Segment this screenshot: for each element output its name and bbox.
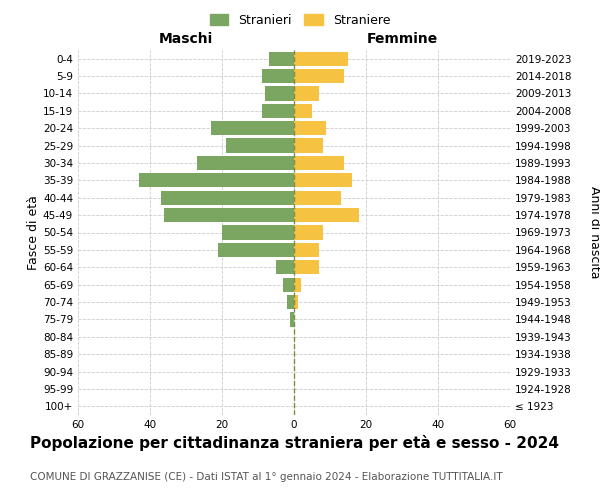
Bar (262, 69, 294, 83)
Bar (265, 86, 294, 101)
Bar (294, 226, 323, 239)
Bar (276, 260, 294, 274)
Legend: Stranieri, Straniere: Stranieri, Straniere (205, 8, 395, 32)
Bar (226, 138, 294, 152)
Bar (294, 208, 359, 222)
Bar (269, 52, 294, 66)
Text: COMUNE DI GRAZZANISE (CE) - Dati ISTAT al 1° gennaio 2024 - Elaborazione TUTTITA: COMUNE DI GRAZZANISE (CE) - Dati ISTAT a… (30, 472, 503, 482)
Bar (294, 104, 312, 118)
Bar (294, 295, 298, 309)
Bar (262, 104, 294, 118)
Bar (197, 156, 294, 170)
Bar (139, 173, 294, 188)
Text: Popolazione per cittadinanza straniera per età e sesso - 2024: Popolazione per cittadinanza straniera p… (30, 435, 559, 451)
Bar (290, 312, 294, 326)
Bar (294, 190, 341, 205)
Bar (294, 52, 348, 66)
Bar (294, 173, 352, 188)
Bar (294, 243, 319, 257)
Bar (218, 243, 294, 257)
Bar (294, 260, 319, 274)
Bar (222, 226, 294, 239)
Text: Femmine: Femmine (367, 32, 437, 46)
Bar (294, 278, 301, 292)
Y-axis label: Anni di nascita: Anni di nascita (588, 186, 600, 279)
Bar (283, 278, 294, 292)
Bar (294, 86, 319, 101)
Bar (161, 190, 294, 205)
Y-axis label: Fasce di età: Fasce di età (27, 195, 40, 270)
Bar (294, 138, 323, 152)
Bar (211, 121, 294, 136)
Bar (294, 121, 326, 136)
Text: Maschi: Maschi (159, 32, 213, 46)
Bar (164, 208, 294, 222)
Bar (294, 69, 344, 83)
Bar (294, 156, 344, 170)
Bar (287, 295, 294, 309)
